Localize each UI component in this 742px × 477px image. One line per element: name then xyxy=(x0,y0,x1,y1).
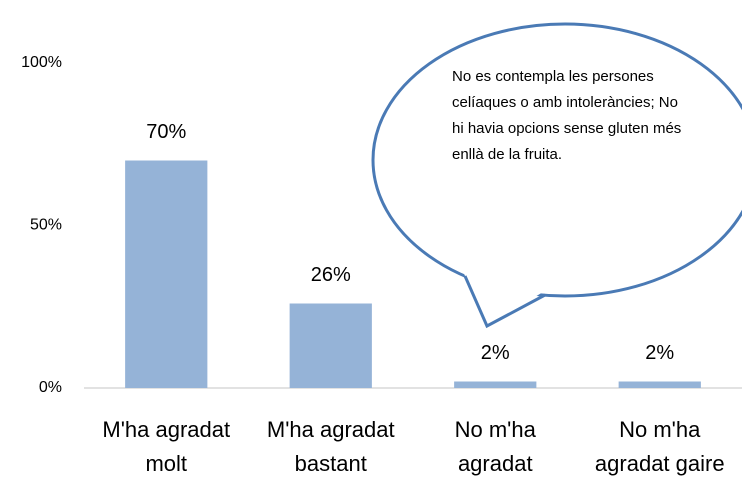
bar xyxy=(289,303,372,388)
x-tick-line: M'ha agradat xyxy=(102,417,230,442)
value-label: 70% xyxy=(146,121,186,143)
y-tick-label: 50% xyxy=(30,217,62,234)
bar xyxy=(454,381,537,388)
callout: No es contempla les persones celíaques o… xyxy=(371,22,742,329)
x-tick-line: No m'ha xyxy=(619,417,701,442)
value-label: 2% xyxy=(645,342,674,364)
x-tick-line: bastant xyxy=(295,451,367,476)
x-tick-line: No m'ha xyxy=(455,417,537,442)
x-tick-line: M'ha agradat xyxy=(267,417,395,442)
bar xyxy=(125,160,208,388)
x-tick-line: agradat xyxy=(458,451,533,476)
callout-tail xyxy=(463,275,546,329)
callout-box: No es contempla les persones celíaques o… xyxy=(452,68,682,163)
x-tick-label: No m'ha agradat xyxy=(455,417,537,476)
value-label: 2% xyxy=(481,342,510,364)
callout-bubble xyxy=(371,22,742,298)
callout-tail-fill xyxy=(462,269,548,326)
bar xyxy=(618,381,701,388)
x-tick-label: M'ha agradat bastant xyxy=(267,417,395,476)
x-tick-label: M'ha agradat molt xyxy=(102,417,230,476)
y-tick-label: 0% xyxy=(39,379,62,396)
x-tick-label: No m'ha agradat gaire xyxy=(595,417,725,476)
value-label: 26% xyxy=(311,264,351,286)
x-tick-line: molt xyxy=(145,451,187,476)
y-tick-label: 100% xyxy=(21,54,62,71)
annotation: No es contempla les persones celíaques o… xyxy=(452,68,682,163)
x-tick-line: agradat gaire xyxy=(595,451,725,476)
